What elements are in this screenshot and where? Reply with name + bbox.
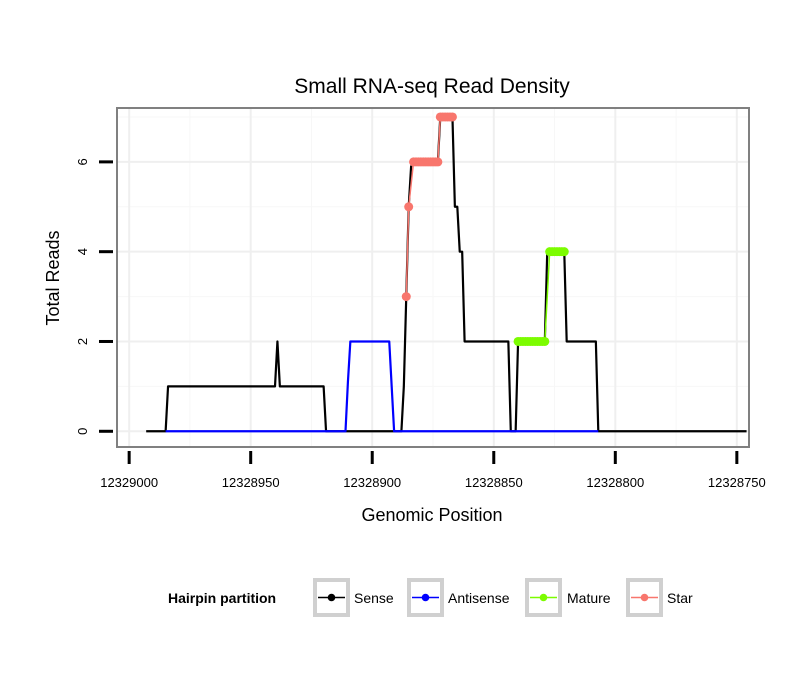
x-tick-label: 12329000 bbox=[100, 475, 158, 490]
x-tick-label: 12328800 bbox=[586, 475, 644, 490]
legend-item-sense: Sense bbox=[313, 578, 394, 617]
legend-key-point-antisense bbox=[421, 593, 430, 602]
data-point-star bbox=[404, 202, 414, 212]
series bbox=[146, 112, 747, 433]
legend-key-point-sense bbox=[327, 593, 336, 602]
legend-item-antisense: Antisense bbox=[407, 578, 510, 617]
data-point-star bbox=[447, 112, 457, 122]
legend-title: Hairpin partition bbox=[168, 590, 276, 606]
y-tick-label: 2 bbox=[75, 338, 90, 345]
data-point-star bbox=[433, 157, 443, 167]
legend-key-point-star bbox=[640, 593, 649, 602]
legend: Hairpin partition Sense Antisense Mature St… bbox=[168, 578, 693, 617]
legend-label-mature: Mature bbox=[567, 590, 611, 606]
y-axis-label: Total Reads bbox=[43, 230, 63, 325]
series-line-antisense bbox=[165, 340, 599, 433]
legend-label-sense: Sense bbox=[354, 590, 394, 606]
x-tick-label: 12328950 bbox=[222, 475, 280, 490]
legend-item-mature: Mature bbox=[525, 578, 611, 617]
legend-label-star: Star bbox=[667, 590, 693, 606]
legend-label-antisense: Antisense bbox=[448, 590, 510, 606]
axes: 12329000 12328950 12328900 12328850 12328800… bbox=[75, 158, 766, 490]
data-point-mature bbox=[540, 336, 550, 346]
chart-title: Small RNA-seq Read Density bbox=[294, 75, 570, 98]
legend-item-star: Star bbox=[626, 578, 693, 617]
x-tick-label: 12328850 bbox=[465, 475, 523, 490]
x-axis-label: Genomic Position bbox=[361, 505, 502, 525]
x-tick-label: 12328900 bbox=[343, 475, 401, 490]
x-tick-label: 12328750 bbox=[708, 475, 766, 490]
y-tick-label: 6 bbox=[75, 158, 90, 165]
y-tick-label: 4 bbox=[75, 248, 90, 255]
data-point-mature bbox=[559, 247, 569, 257]
y-tick-label: 0 bbox=[75, 428, 90, 435]
plot-panel-border bbox=[116, 107, 750, 448]
legend-key-point-mature bbox=[539, 593, 548, 602]
data-point-star bbox=[401, 292, 411, 302]
